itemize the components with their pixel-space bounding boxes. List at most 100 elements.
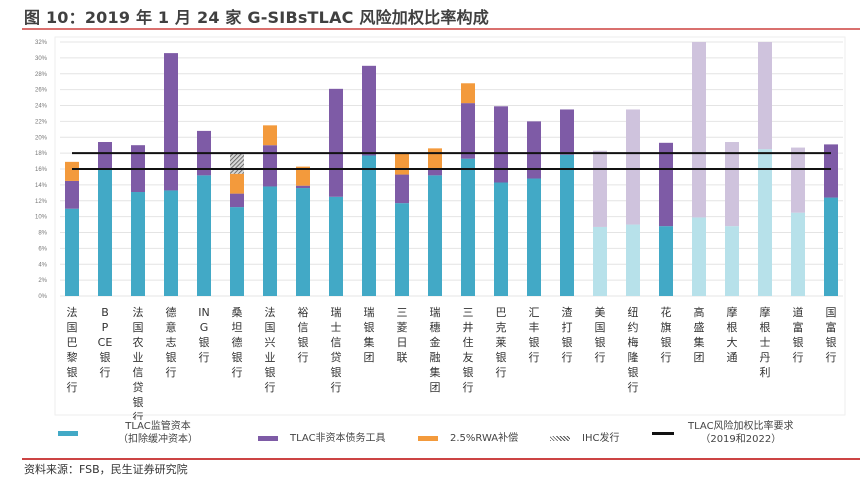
x-tick-char: 高 <box>694 305 705 319</box>
bar-segment-capital <box>362 155 376 296</box>
x-tick-char: 银 <box>628 365 639 379</box>
bar-segment-rwa <box>395 153 409 175</box>
x-tick-char: 日 <box>397 336 408 349</box>
x-tick-char: 银 <box>529 335 540 349</box>
bar-stack <box>395 153 409 296</box>
bar-stack <box>428 148 442 296</box>
x-tick-char: 纽 <box>628 305 639 319</box>
bar-segment-capital <box>428 175 442 296</box>
x-tick-char: 士 <box>760 336 771 349</box>
bar-segment-capital <box>758 149 772 296</box>
legend-item-debt: TLAC非资本债务工具 <box>258 432 386 445</box>
bar-segment-capital <box>230 207 244 296</box>
x-tick-char: 信 <box>331 336 342 349</box>
x-tick-char: 瑞 <box>430 305 441 319</box>
bar-segment-capital <box>329 196 343 296</box>
x-tick-char: 行 <box>265 381 276 394</box>
x-tick-char: 通 <box>727 351 738 364</box>
bar-segment-capital <box>692 217 706 296</box>
bar-stack <box>692 42 706 296</box>
y-tick-label: 26% <box>35 88 48 94</box>
bar-segment-debt <box>791 147 805 213</box>
x-tick-char: 隆 <box>628 350 639 364</box>
bar-segment-debt <box>758 42 772 150</box>
bar-segment-debt <box>659 142 673 227</box>
y-tick-label: 22% <box>35 119 48 125</box>
x-tick-char: 行 <box>826 351 837 364</box>
y-tick-label: 10% <box>35 215 48 221</box>
bar-stack <box>362 65 376 296</box>
bar-segment-capital <box>725 226 739 296</box>
x-tick-char: 团 <box>694 351 705 364</box>
x-tick-char: 大 <box>727 335 738 349</box>
bar-stack <box>659 142 673 296</box>
footer-divider <box>22 458 860 460</box>
legend: TLAC监管资本 （扣除缓冲资本） TLAC非资本债务工具 2.5%RWA补偿 … <box>40 420 860 456</box>
x-tick-char: 巴 <box>496 306 507 319</box>
x-tick-char: 三 <box>397 306 408 319</box>
x-tick-char: 根 <box>727 320 738 334</box>
legend-swatch-debt <box>258 436 278 441</box>
y-tick-label: 28% <box>35 72 48 78</box>
bar-segment-capital <box>131 192 145 296</box>
x-tick-char: 业 <box>133 351 144 364</box>
x-tick-char: 贷 <box>331 350 342 364</box>
x-tick-char: 行 <box>232 366 243 379</box>
bar-segment-debt <box>461 103 475 159</box>
x-tick-char: 美 <box>595 306 606 319</box>
bar-segment-capital <box>197 175 211 296</box>
x-tick-char: 银 <box>826 335 837 349</box>
x-tick-char: 坦 <box>232 320 243 334</box>
bar-segment-debt <box>395 174 409 204</box>
x-axis-labels: 法国巴黎银行BPCE银行法国农业信贷银行德意志银行ING银行桑坦德银行法国兴业银… <box>67 305 837 420</box>
y-tick-label: 6% <box>38 246 47 252</box>
x-tick-char: 井 <box>463 320 474 334</box>
x-tick-char: 银 <box>298 335 309 349</box>
bar-stack <box>725 142 739 296</box>
plot-frame <box>54 36 846 416</box>
x-tick-char: 德 <box>232 335 243 349</box>
legend-label-line2: （扣除缓冲资本） <box>118 434 198 445</box>
bars <box>65 42 838 296</box>
x-tick-char: 集 <box>694 335 705 349</box>
x-tick-char: 富 <box>793 320 804 334</box>
x-tick-char: 行 <box>298 351 309 364</box>
x-tick-char: 团 <box>364 351 375 364</box>
x-tick-char: 银 <box>793 335 804 349</box>
bar-segment-capital <box>98 169 112 296</box>
x-tick-char: 国 <box>265 321 276 334</box>
bar-segment-debt <box>65 180 79 209</box>
x-tick-char: 德 <box>166 305 177 319</box>
x-tick-char: 意 <box>166 320 177 334</box>
legend-label-requirement: TLAC风险加权比率要求 （2019和2022） <box>688 420 794 446</box>
x-tick-char: CE <box>98 336 113 349</box>
legend-label-debt: TLAC非资本债务工具 <box>290 433 386 444</box>
x-tick-char: 盛 <box>694 320 705 334</box>
x-tick-char: 志 <box>166 336 177 349</box>
legend-item-ihc: IHC发行 <box>550 432 619 445</box>
source-note: 资料来源：FSB，民生证券研究院 <box>24 463 188 476</box>
bar-stack <box>197 130 211 296</box>
bar-stack <box>461 83 475 296</box>
x-tick-char: 银 <box>595 335 606 349</box>
bar-segment-capital <box>560 154 574 296</box>
bar-segment-debt <box>725 142 739 227</box>
bar-segment-rwa <box>461 83 475 104</box>
x-tick-char: 梅 <box>628 335 639 349</box>
x-tick-char: 银 <box>661 335 672 349</box>
y-tick-label: 14% <box>35 183 48 189</box>
bar-segment-debt <box>164 53 178 191</box>
x-tick-char: 行 <box>496 366 507 379</box>
x-tick-char: 银 <box>166 350 177 364</box>
bar-stack <box>329 88 343 296</box>
bar-segment-debt <box>98 142 112 170</box>
bar-segment-debt <box>626 109 640 225</box>
bar-segment-capital <box>296 188 310 296</box>
